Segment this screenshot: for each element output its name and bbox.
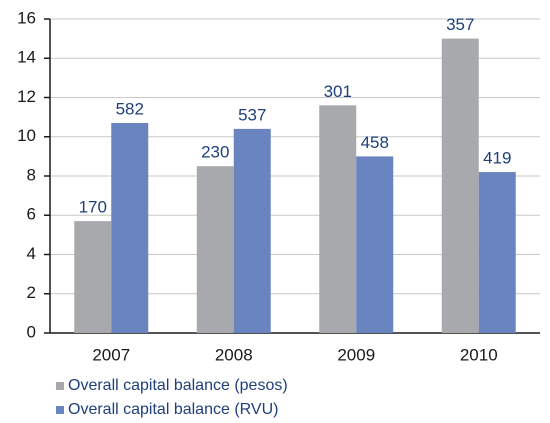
legend-label: Overall capital balance (RVU) <box>68 401 278 418</box>
y-tick-label: 14 <box>17 48 36 67</box>
data-label: 170 <box>79 198 107 217</box>
legend-swatch <box>56 382 64 390</box>
bar <box>233 128 271 333</box>
bar <box>441 38 479 333</box>
y-tick-label: 10 <box>17 126 36 145</box>
x-tick-label: 2007 <box>92 345 130 364</box>
data-label: 357 <box>446 15 474 34</box>
y-tick-label: 2 <box>27 283 36 302</box>
data-label: 458 <box>361 133 389 152</box>
data-label: 582 <box>116 99 144 118</box>
x-tick-label: 2008 <box>215 345 253 364</box>
y-tick-label: 12 <box>17 87 36 106</box>
bar <box>478 172 516 333</box>
data-label: 537 <box>238 105 266 124</box>
y-tick-label: 4 <box>27 244 36 263</box>
data-label: 301 <box>324 82 352 101</box>
bar <box>356 156 394 333</box>
y-tick-label: 6 <box>27 205 36 224</box>
y-tick-label: 8 <box>27 165 36 184</box>
x-tick-label: 2009 <box>337 345 375 364</box>
bar <box>196 166 234 333</box>
y-tick-label: 16 <box>17 8 36 27</box>
x-tick-label: 2010 <box>460 345 498 364</box>
data-label: 230 <box>201 143 229 162</box>
bar <box>74 221 112 333</box>
bar <box>111 123 149 333</box>
bar <box>319 105 357 333</box>
legend-label: Overall capital balance (pesos) <box>68 377 288 394</box>
legend-swatch <box>56 406 64 414</box>
data-label: 419 <box>483 149 511 168</box>
y-tick-label: 0 <box>27 322 36 341</box>
